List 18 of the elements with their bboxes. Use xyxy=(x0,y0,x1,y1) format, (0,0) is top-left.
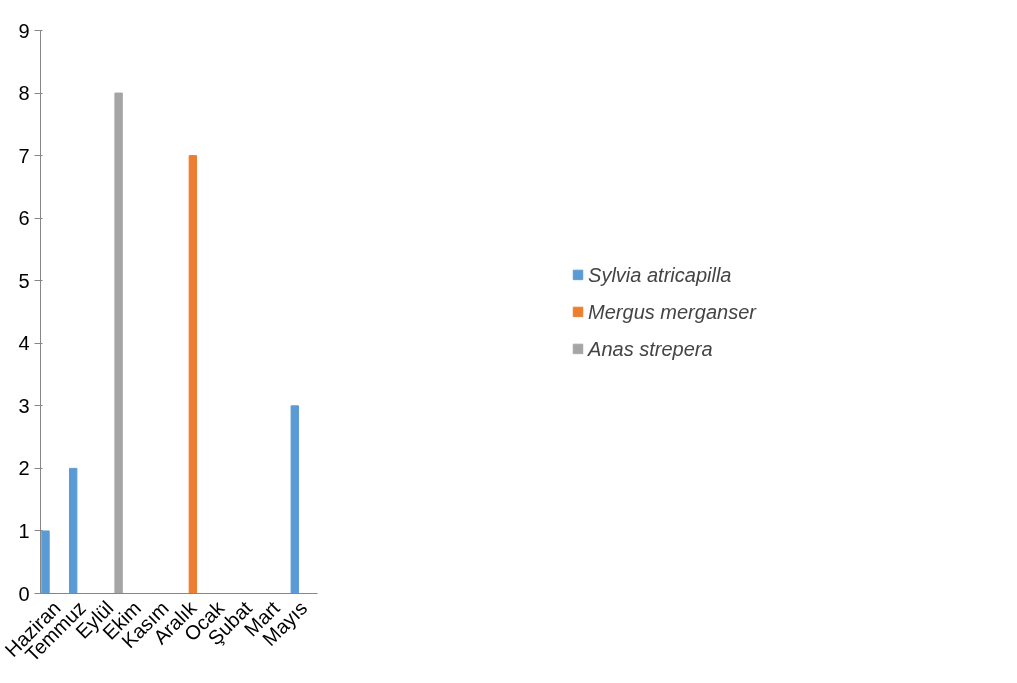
y-tick-label: 7 xyxy=(18,144,30,167)
bar xyxy=(290,405,299,594)
y-tick-label: 9 xyxy=(18,19,30,42)
y-tick-label: 1 xyxy=(18,519,30,542)
y-tick-label: 0 xyxy=(18,582,30,605)
y-tick-label: 3 xyxy=(18,394,30,417)
legend-label: Mergus merganser xyxy=(588,300,756,323)
bar xyxy=(114,92,123,594)
legend-label: Sylvia atricapilla xyxy=(588,263,732,286)
bar xyxy=(41,530,50,594)
bar xyxy=(68,467,78,594)
y-tick-label: 5 xyxy=(18,269,30,292)
legend-label: Anas strepera xyxy=(588,337,713,360)
y-tick-label: 8 xyxy=(18,82,30,105)
y-tick-label: 6 xyxy=(18,207,30,230)
y-tick-label: 4 xyxy=(18,332,30,355)
y-tick-label: 2 xyxy=(18,457,30,480)
bar xyxy=(188,155,198,594)
